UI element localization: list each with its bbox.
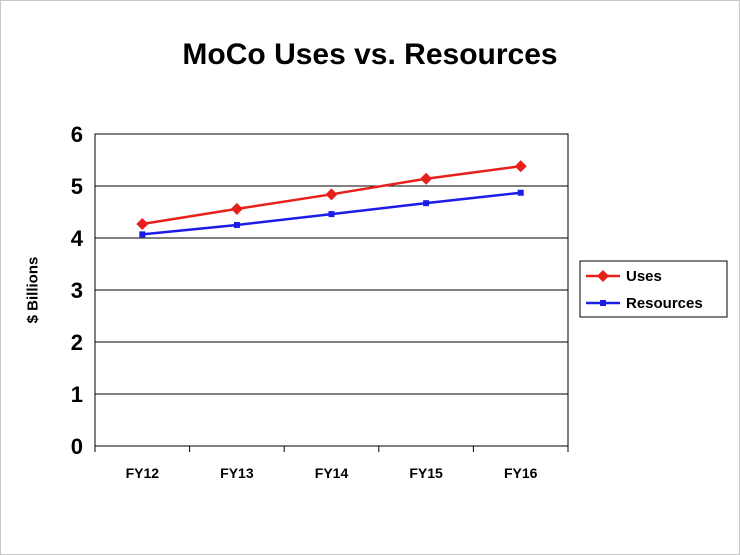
legend-marker-uses	[597, 270, 609, 282]
data-point-resources	[139, 231, 146, 238]
legend-label-uses: Uses	[626, 268, 662, 285]
legend: Uses Resources	[579, 260, 728, 318]
x-tick-label: FY13	[220, 465, 254, 481]
y-tick-label: 4	[71, 226, 84, 251]
plot-area	[94, 133, 569, 447]
x-tick-label: FY14	[315, 465, 349, 481]
y-tick-label: 2	[71, 330, 83, 355]
data-point-uses	[420, 172, 433, 185]
legend-marker-resources	[600, 300, 606, 306]
legend-label-resources: Resources	[626, 295, 703, 312]
data-point-resources	[328, 211, 335, 218]
x-tick-label: FY16	[504, 465, 538, 481]
gridlines	[95, 133, 568, 395]
axes	[94, 133, 569, 452]
chart-title: MoCo Uses vs. Resources	[182, 38, 558, 71]
series-markers	[136, 160, 527, 238]
legend-box	[579, 260, 728, 318]
data-point-resources	[423, 200, 430, 207]
data-point-uses	[325, 188, 338, 201]
y-tick-label: 3	[71, 278, 83, 303]
y-tick-label: 6	[71, 122, 83, 147]
data-point-uses	[136, 217, 149, 230]
y-tick-labels: 0 1 2 3 4 5 6	[71, 122, 84, 459]
data-point-uses	[230, 202, 243, 215]
y-tick-label: 1	[71, 382, 83, 407]
data-point-uses	[514, 160, 527, 173]
data-point-resources	[233, 222, 240, 228]
x-tick-label: FY15	[409, 465, 443, 481]
x-tick-labels: FY12 FY13 FY14 FY15 FY16	[126, 465, 538, 481]
data-point-resources	[517, 189, 524, 196]
y-tick-label: 5	[71, 174, 83, 199]
x-tick-label: FY12	[126, 465, 160, 481]
y-tick-label: 0	[71, 434, 83, 459]
